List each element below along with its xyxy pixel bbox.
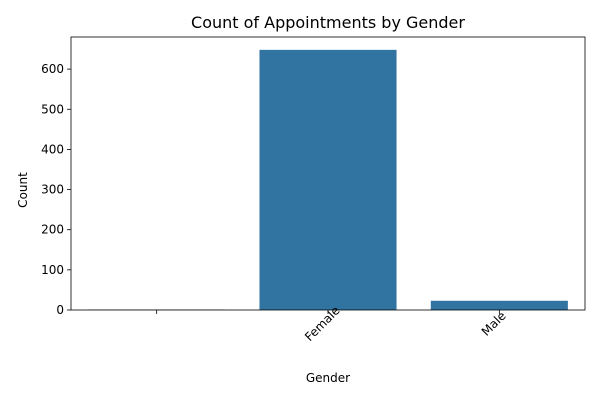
y-tick-label: 300 bbox=[41, 183, 64, 197]
bar-female bbox=[259, 49, 397, 310]
y-tick-label: 200 bbox=[41, 223, 64, 237]
x-tick-label: Male bbox=[479, 309, 509, 339]
y-axis: 0 100 200 300 400 500 600 bbox=[41, 62, 71, 317]
x-axis-label: Gender bbox=[306, 371, 350, 385]
chart-title: Count of Appointments by Gender bbox=[191, 13, 465, 32]
plot-area bbox=[88, 49, 568, 310]
y-tick-label: 0 bbox=[56, 303, 64, 317]
y-axis-label: Count bbox=[16, 172, 30, 208]
y-tick-label: 600 bbox=[41, 62, 64, 76]
bar-male bbox=[430, 300, 568, 310]
y-tick-label: 400 bbox=[41, 142, 64, 156]
y-tick-label: 500 bbox=[41, 102, 64, 116]
y-tick-label: 100 bbox=[41, 263, 64, 277]
